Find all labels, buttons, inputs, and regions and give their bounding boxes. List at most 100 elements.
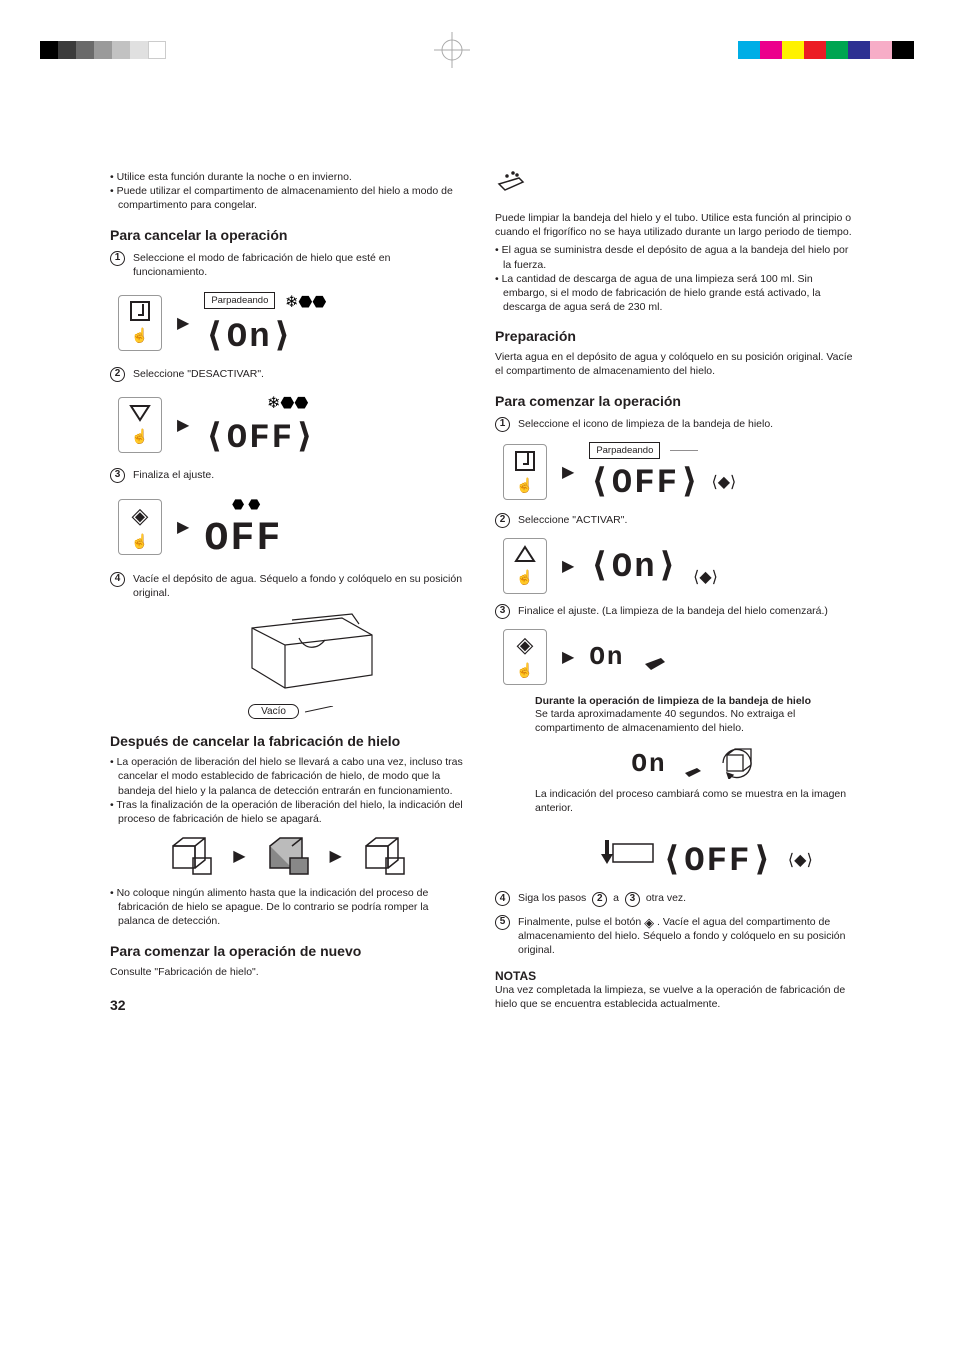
after-cancel-heading: Después de cancelar la fabricación de hi… bbox=[110, 733, 465, 749]
water-tank-drawing bbox=[197, 610, 387, 705]
down-button: ☝ bbox=[118, 397, 162, 453]
step-3: 3 Finaliza el ajuste. bbox=[110, 468, 465, 483]
during-figure: On bbox=[535, 743, 855, 779]
step-4: 4 Vacíe el depósito de agua. Séquelo a f… bbox=[110, 572, 465, 600]
tray-clean-solid-icon bbox=[683, 763, 703, 779]
tray-clean-icon: ⟨◆⟩ bbox=[712, 472, 737, 492]
step-text: Finalmente, pulse el botón ◈ . Vacíe el … bbox=[518, 915, 855, 958]
svg-text:❄⬣⬣: ❄⬣⬣ bbox=[267, 395, 308, 412]
bullet: La operación de liberación del hielo se … bbox=[110, 755, 465, 798]
step-number-3: 3 bbox=[110, 468, 125, 483]
tray-clean-solid-icon bbox=[643, 652, 667, 672]
segment-display: ⟨On⟩ bbox=[204, 315, 294, 357]
restart-body: Consulte "Fabricación de hielo". bbox=[110, 965, 465, 979]
rstep-4: 4 Siga los pasos 2 a 3 otra vez. bbox=[495, 891, 855, 907]
mode-button: ☝ bbox=[118, 295, 162, 351]
step-text: Finaliza el ajuste. bbox=[133, 468, 214, 482]
enter-icon: ◈ bbox=[132, 505, 149, 527]
blinking-label: Parpadeando bbox=[589, 442, 660, 459]
left-column: Utilice esta función durante la noche o … bbox=[110, 170, 465, 1013]
prep-body: Vierta agua en el depósito de agua y col… bbox=[495, 350, 855, 378]
during-heading: Durante la operación de limpieza de la b… bbox=[535, 695, 855, 707]
notes-body: Una vez completada la limpieza, se vuelv… bbox=[495, 983, 855, 1011]
registration-target-icon bbox=[434, 32, 470, 68]
display-readout: Parpadeando ❄⬣⬣ ⟨On⟩ bbox=[204, 289, 335, 357]
arrow-right-icon: ▶ bbox=[562, 462, 574, 482]
square-icon bbox=[130, 301, 150, 321]
ice-mode-icons: ❄⬣⬣ bbox=[285, 289, 335, 313]
change-figure: ⟨OFF⟩ ⟨◆⟩ bbox=[535, 825, 855, 881]
segment-display: ⟨On⟩ bbox=[589, 545, 679, 587]
during-body: Se tarda aproximadamente 40 segundos. No… bbox=[535, 707, 855, 735]
square-icon bbox=[515, 451, 535, 471]
display-readout: Parpadeando ⟨OFF⟩ ⟨◆⟩ bbox=[589, 442, 736, 503]
triangle-up-icon bbox=[514, 545, 536, 563]
restart-heading: Para comenzar la operación de nuevo bbox=[110, 943, 465, 959]
step-text: Vacíe el depósito de agua. Séquelo a fon… bbox=[133, 572, 465, 600]
rstep-2: 2 Seleccione "ACTIVAR". bbox=[495, 513, 855, 528]
step-text: Finalice el ajuste. (La limpieza de la b… bbox=[518, 604, 828, 618]
step-number-3: 3 bbox=[495, 604, 510, 619]
enter-button: ◈ ☝ bbox=[118, 499, 162, 555]
segment-display: On bbox=[631, 749, 666, 779]
blinking-label: Parpadeando bbox=[204, 292, 275, 309]
display-readout: ⬣ ⬣ OFF bbox=[204, 493, 282, 562]
display-readout: ❄⬣⬣ ⟨OFF⟩ bbox=[204, 392, 316, 458]
hand-icon: ☝ bbox=[516, 569, 533, 586]
arrow-right-icon: ▶ bbox=[177, 313, 189, 333]
ice-mode-icons-small: ⬣ ⬣ bbox=[222, 493, 282, 515]
step-number-4: 4 bbox=[495, 891, 510, 906]
cube-rotate-icon bbox=[719, 743, 759, 779]
segment-display: On bbox=[589, 642, 624, 672]
bullet: Utilice esta función durante la noche o … bbox=[110, 170, 465, 184]
display-readout: ⟨On⟩ ⟨◆⟩ bbox=[589, 545, 718, 587]
right-intro: Puede limpiar la bandeja del hielo y el … bbox=[495, 211, 855, 239]
after-note: No coloque ningún alimento hasta que la … bbox=[110, 886, 465, 929]
mode-button: ☝ bbox=[503, 444, 547, 500]
segment-display: ⟨OFF⟩ bbox=[204, 416, 316, 458]
figure-step2-panel: ☝ ▶ ❄⬣⬣ ⟨OFF⟩ bbox=[118, 392, 465, 458]
cube-outline-icon bbox=[360, 836, 408, 876]
notes-heading: NOTAS bbox=[495, 969, 855, 983]
hand-icon: ☝ bbox=[131, 428, 148, 445]
change-body: La indicación del proceso cambiará como … bbox=[535, 787, 855, 815]
prep-heading: Preparación bbox=[495, 328, 855, 344]
bullet: La cantidad de descarga de agua de una l… bbox=[495, 272, 855, 315]
step-2: 2 Seleccione "DESACTIVAR". bbox=[110, 367, 465, 382]
right-intro-bullets: El agua se suministra desde el depósito … bbox=[495, 243, 855, 314]
right-column: Puede limpiar la bandeja del hielo y el … bbox=[495, 170, 855, 1013]
bullet: Tras la finalización de la operación de … bbox=[110, 798, 465, 826]
bullet: El agua se suministra desde el depósito … bbox=[495, 243, 855, 271]
step-number-2: 2 bbox=[495, 513, 510, 528]
segment-display: ⟨OFF⟩ bbox=[662, 839, 774, 881]
bullet: Puede utilizar el compartimento de almac… bbox=[110, 184, 465, 212]
arrow-right-icon: ▶ bbox=[177, 415, 189, 435]
rfigure-3: ◈ ☝ ▶ On bbox=[503, 629, 855, 685]
display-readout: On bbox=[589, 642, 666, 672]
step-text: Seleccione "DESACTIVAR". bbox=[133, 367, 264, 381]
step-text: Seleccione el icono de limpieza de la ba… bbox=[518, 417, 773, 431]
arrow-right-icon: ▶ bbox=[177, 517, 189, 537]
arrow-right-icon: ▶ bbox=[562, 556, 574, 576]
inline-step-ref-2: 2 bbox=[592, 892, 607, 907]
triangle-down-icon bbox=[129, 404, 151, 422]
segment-display: ⟨OFF⟩ bbox=[589, 461, 701, 503]
cube-outline-icon bbox=[167, 836, 215, 876]
figure-empty-tank: Vacío bbox=[118, 610, 465, 719]
rstep-5: 5 Finalmente, pulse el botón ◈ . Vacíe e… bbox=[495, 915, 855, 958]
up-button: ☝ bbox=[503, 538, 547, 594]
intro-bullets: Utilice esta función durante la noche o … bbox=[110, 170, 465, 213]
rstep-1: 1 Seleccione el icono de limpieza de la … bbox=[495, 417, 855, 432]
ice-mode-icons: ❄⬣⬣ bbox=[267, 392, 317, 414]
step-text: Seleccione el modo de fabricación de hie… bbox=[133, 251, 465, 279]
enter-button: ◈ ☝ bbox=[503, 629, 547, 685]
color-swatches bbox=[738, 41, 914, 59]
step-number-1: 1 bbox=[495, 417, 510, 432]
enter-icon-inline: ◈ bbox=[644, 915, 654, 930]
hand-icon: ☝ bbox=[516, 477, 533, 494]
arrow-right-icon: ▶ bbox=[562, 647, 574, 667]
step-text: Siga los pasos 2 a 3 otra vez. bbox=[518, 891, 686, 907]
tray-clean-icon: ⟨◆⟩ bbox=[788, 850, 813, 870]
step-number-2: 2 bbox=[110, 367, 125, 382]
start-heading: Para comenzar la operación bbox=[495, 393, 855, 409]
